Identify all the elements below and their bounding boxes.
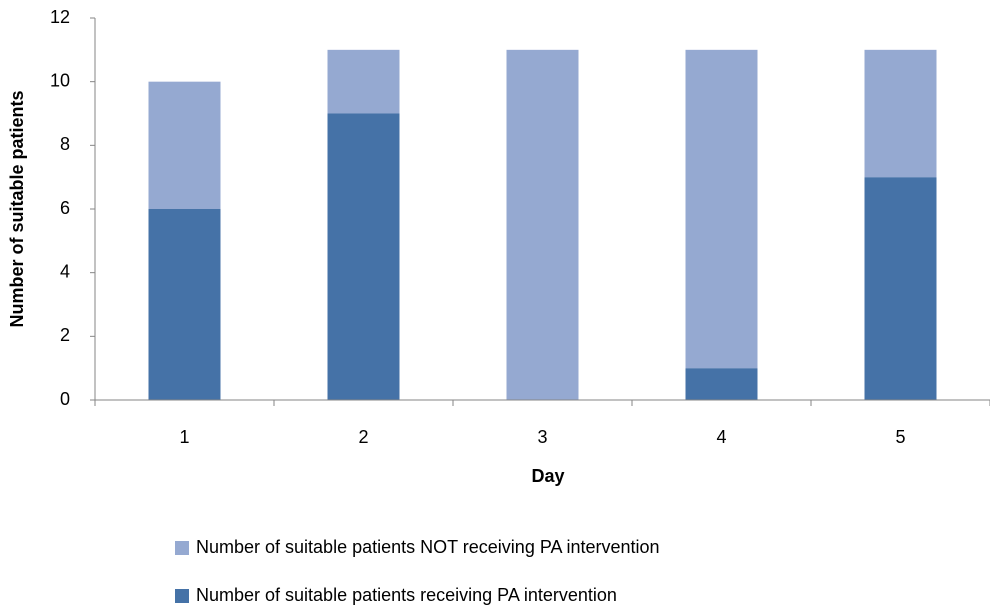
bar-segment xyxy=(864,177,937,400)
x-axis-title: Day xyxy=(531,466,564,486)
legend-label: Number of suitable patients receiving PA… xyxy=(196,585,617,605)
y-tick-label: 2 xyxy=(60,325,70,345)
bar-segment xyxy=(506,49,579,400)
legend-label: Number of suitable patients NOT receivin… xyxy=(196,537,660,557)
y-tick-label: 8 xyxy=(60,134,70,154)
x-tick-label: 3 xyxy=(537,427,547,447)
bar-segment xyxy=(148,81,221,209)
y-axis-title: Number of suitable patients xyxy=(7,90,27,327)
bar-segment xyxy=(685,368,758,400)
x-tick-label: 4 xyxy=(716,427,726,447)
y-tick-label: 4 xyxy=(60,261,70,281)
x-tick-label: 5 xyxy=(895,427,905,447)
bar-segment xyxy=(327,113,400,400)
y-tick-label: 12 xyxy=(50,7,70,27)
y-tick-label: 0 xyxy=(60,389,70,409)
y-tick-label: 10 xyxy=(50,70,70,90)
bar-segment xyxy=(327,49,400,114)
legend-swatch xyxy=(175,541,189,555)
x-tick-label: 2 xyxy=(358,427,368,447)
bar-segment xyxy=(685,49,758,369)
legend-swatch xyxy=(175,589,189,603)
bar-segment xyxy=(864,49,937,178)
x-tick-label: 1 xyxy=(179,427,189,447)
y-tick-label: 6 xyxy=(60,198,70,218)
bar-segment xyxy=(148,209,221,400)
